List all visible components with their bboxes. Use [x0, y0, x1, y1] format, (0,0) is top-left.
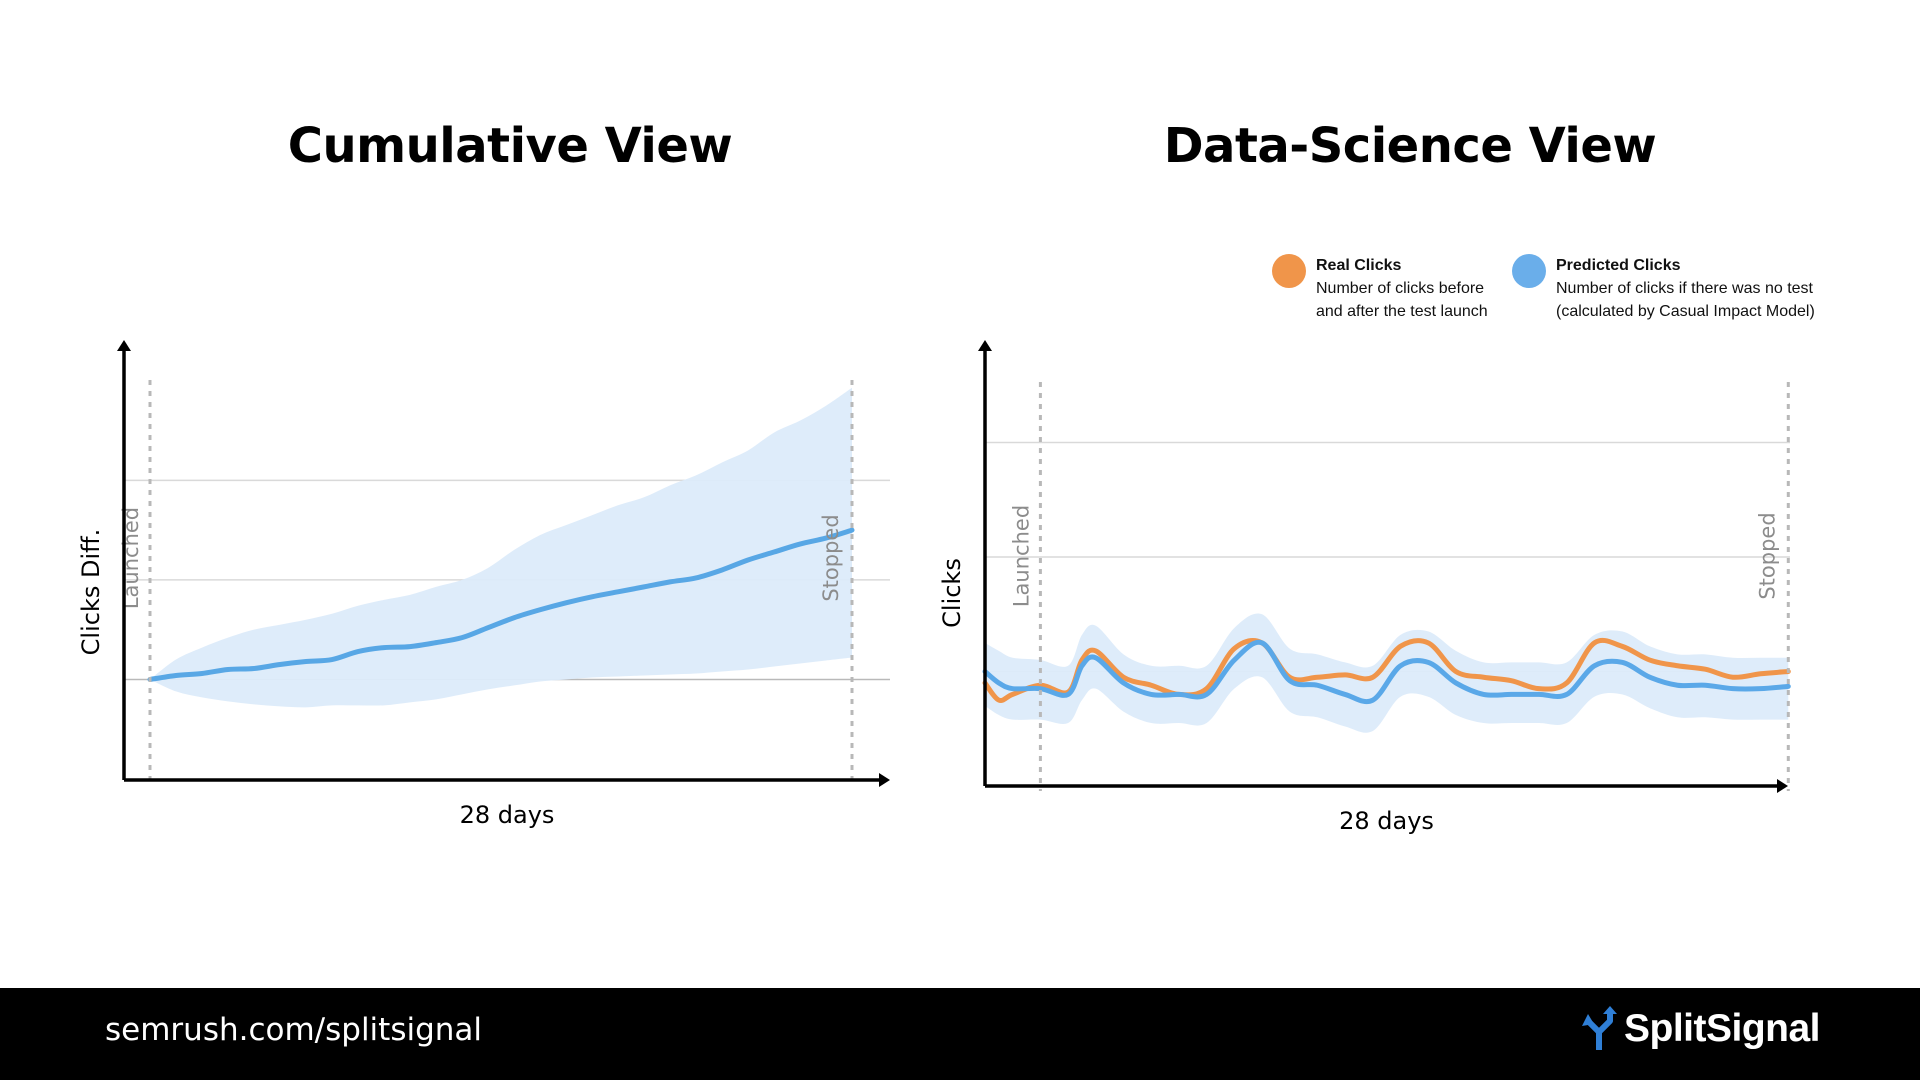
legend-real-desc-1: Number of clicks before [1316, 280, 1485, 297]
legend-predicted-desc-2: (calculated by Casual Impact Model) [1556, 303, 1815, 320]
real-clicks-swatch [1272, 254, 1306, 288]
ds-marker-label: Launched [1009, 505, 1033, 607]
legend-predicted-name: Predicted Clicks [1556, 257, 1681, 274]
chart-title-cumulative: Cumulative View [287, 118, 733, 174]
split-arrow-icon [1582, 1006, 1617, 1050]
brand-name: SplitSignal [1624, 1007, 1821, 1050]
ds-series-line-0 [982, 637, 1791, 704]
cum-y-axis-label: Clicks Diff. [77, 529, 105, 656]
data-science-chart: Launched Stopped 28 days Clicks [938, 340, 1791, 835]
cum-series-line-0 [147, 527, 855, 682]
cum-x-axis-arrow [879, 773, 890, 787]
ds-series-line-1 [982, 639, 1791, 705]
legend-real-clicks: Real Clicks Number of clicks before and … [1272, 254, 1488, 323]
ds-y-axis-label: Clicks [938, 558, 966, 628]
footer-bar: semrush.com/splitsignal SplitSignal [0, 988, 1920, 1080]
legend-predicted-clicks: Predicted Clicks Number of clicks if the… [1512, 254, 1815, 323]
cum-x-axis-label: 28 days [460, 801, 555, 829]
chart-title-data-science: Data-Science View [1163, 118, 1657, 174]
ds-y-axis-arrow [978, 340, 992, 351]
ds-confidence-band [985, 613, 1789, 733]
ds-x-axis-label: 28 days [1339, 807, 1434, 835]
cum-y-axis-arrow [117, 340, 131, 351]
legend-real-name: Real Clicks [1316, 257, 1402, 274]
footer-url: semrush.com/splitsignal [105, 1012, 483, 1048]
brand-logo: SplitSignal [1580, 1006, 1821, 1052]
cum-confidence-band [150, 387, 852, 708]
cum-marker-label: Stopped [819, 514, 843, 601]
predicted-clicks-swatch [1512, 254, 1546, 288]
legend-real-desc-2: and after the test launch [1316, 303, 1488, 320]
ds-x-axis-arrow [1777, 779, 1788, 793]
legend-predicted-desc-1: Number of clicks if there was no test [1556, 280, 1813, 297]
ds-marker-label: Stopped [1755, 512, 1779, 599]
